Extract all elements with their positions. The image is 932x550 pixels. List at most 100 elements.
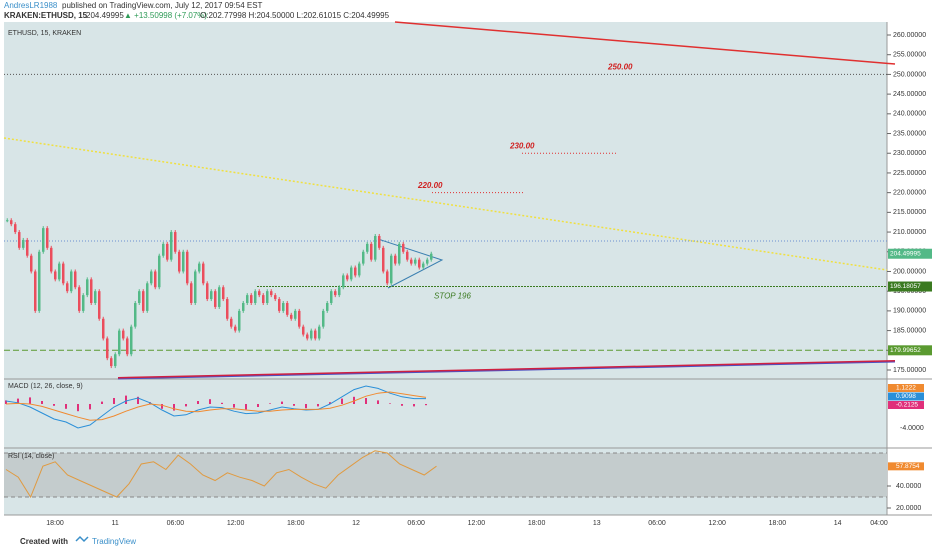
candle	[122, 330, 125, 339]
macd-hist	[269, 403, 271, 404]
macd-hist	[425, 404, 427, 406]
candle	[330, 291, 333, 303]
candle	[162, 243, 165, 256]
candle	[326, 303, 329, 311]
macd-hist	[389, 403, 391, 404]
candle	[170, 232, 173, 260]
price: 204.49995	[86, 11, 124, 20]
candle	[382, 247, 385, 272]
candle	[286, 303, 289, 315]
time-label: 12:00	[708, 520, 726, 527]
candle	[342, 275, 345, 288]
stop-text: STOP 196	[434, 292, 471, 301]
candle	[358, 263, 361, 276]
candle	[394, 255, 397, 264]
macd-hist	[245, 404, 247, 410]
candle	[398, 243, 401, 264]
candle	[270, 291, 273, 296]
candle	[110, 358, 113, 367]
macd-hist	[137, 396, 139, 404]
macd-scale-label: -4.0000	[900, 425, 924, 432]
candle	[114, 354, 117, 367]
time-label: 06:00	[648, 520, 666, 527]
candle	[334, 291, 337, 296]
time-label: 12:00	[227, 520, 245, 527]
macd-hist	[101, 401, 103, 404]
candle	[42, 228, 45, 252]
candle	[66, 283, 69, 292]
candle	[106, 338, 109, 359]
time-label: 12	[352, 520, 360, 527]
candle	[86, 279, 89, 296]
stop-tag-label: 196.18057	[890, 283, 921, 290]
macd-hist	[41, 401, 43, 404]
macd-hist	[29, 397, 31, 404]
candle	[214, 291, 217, 307]
candle	[62, 263, 65, 284]
price-tick-label: 235.00000	[893, 130, 926, 137]
author: AndresLR1988	[4, 1, 58, 10]
macd-tag	[888, 401, 924, 409]
support-tag	[888, 345, 932, 356]
time-label: 12:00	[468, 520, 486, 527]
price-tick-label: 255.00000	[893, 52, 926, 59]
macd-hist	[197, 401, 199, 404]
macd-hist	[221, 402, 223, 404]
candle	[294, 310, 297, 319]
candle	[94, 291, 97, 303]
candle	[378, 236, 381, 248]
candle	[310, 330, 313, 339]
candle	[366, 243, 369, 252]
candle	[314, 330, 317, 339]
time-label: 06:00	[407, 520, 425, 527]
candle	[374, 236, 377, 260]
candle	[430, 253, 433, 260]
candle	[234, 326, 237, 331]
resistance-trendline	[394, 21, 896, 65]
candle	[54, 271, 57, 280]
candle	[262, 295, 265, 303]
candle	[158, 255, 161, 288]
candle	[150, 271, 153, 284]
ohlc: O:202.77998 H:204.50000 L:202.61015 C:20…	[200, 11, 390, 20]
candle	[6, 220, 9, 222]
time-label: 18:00	[769, 520, 787, 527]
time-label: 06:00	[167, 520, 185, 527]
macd-signal	[5, 391, 427, 421]
macd-hist	[209, 399, 211, 404]
plot-area	[4, 22, 887, 515]
candle	[210, 291, 213, 300]
time-label: 18:00	[46, 520, 64, 527]
rsi-line	[5, 450, 437, 499]
candle	[194, 271, 197, 303]
candle	[354, 267, 357, 276]
macd-hist	[413, 404, 415, 407]
macd-hist	[77, 404, 79, 412]
candle	[142, 291, 145, 311]
macd-hist	[125, 395, 127, 404]
macd-tag	[888, 392, 924, 401]
macd-line	[5, 385, 426, 429]
macd-hist	[401, 404, 403, 406]
target-label: 250.00	[607, 63, 633, 72]
macd-hist	[173, 404, 175, 411]
macd-hist	[305, 404, 307, 409]
candle	[218, 287, 221, 307]
macd-hist	[377, 400, 379, 404]
price-tick-label: 250.00000	[893, 71, 926, 78]
macd-hist	[233, 404, 235, 408]
price-tick-label: 220.00000	[893, 189, 926, 196]
macd-hist	[65, 404, 67, 409]
candle	[78, 287, 81, 311]
macd-hist	[353, 396, 355, 404]
footer-created: Created with	[20, 537, 68, 546]
time-label: 18:00	[528, 520, 546, 527]
macd-hist	[113, 398, 115, 404]
macd-hist	[5, 400, 7, 404]
candle	[422, 263, 425, 268]
price-tick-label: 200.00000	[893, 268, 926, 275]
price-tick-label: 215.00000	[893, 209, 926, 216]
candle	[186, 251, 189, 284]
change: ▲ +13.50998 (+7.07%)	[124, 11, 207, 20]
support-tag-label: 179.99652	[890, 347, 921, 354]
